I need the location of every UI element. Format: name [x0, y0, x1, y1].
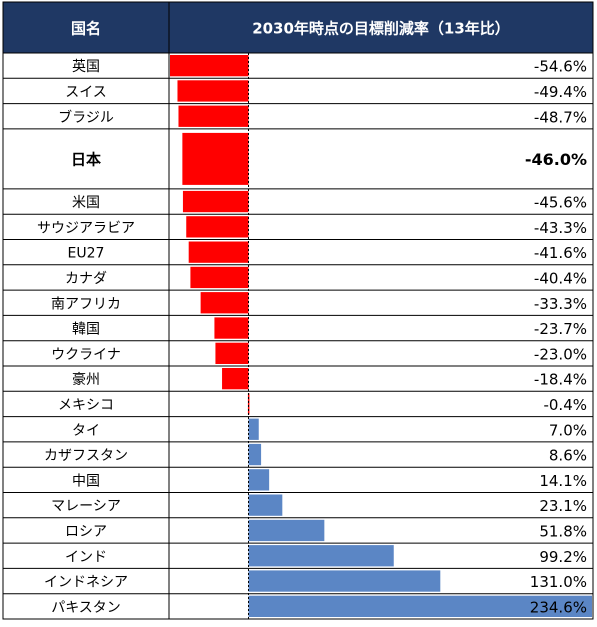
- bar-7: [188, 241, 249, 263]
- value-label-2: -49.4%: [534, 83, 587, 101]
- country-label-21: パキスタン: [51, 600, 121, 616]
- country-label-19: インド: [65, 549, 107, 565]
- value-label-20: 131.0%: [530, 573, 587, 591]
- value-label-15: 8.6%: [549, 447, 587, 465]
- bar-9: [200, 292, 249, 314]
- country-label-15: カザフスタン: [44, 448, 128, 464]
- value-label-4: -46.0%: [525, 150, 587, 169]
- bar-3: [178, 105, 249, 127]
- value-label-13: -0.4%: [543, 396, 587, 414]
- value-label-5: -45.6%: [534, 194, 587, 212]
- header-country-label: 国名: [71, 20, 101, 38]
- value-label-18: 51.8%: [539, 522, 587, 540]
- bar-1: [170, 55, 249, 77]
- bar-2: [177, 80, 249, 102]
- bar-20: [248, 570, 441, 592]
- bar-14: [248, 418, 259, 440]
- value-label-3: -48.7%: [534, 108, 587, 126]
- bar-17: [248, 494, 283, 516]
- country-label-7: EU27: [68, 246, 105, 262]
- value-label-21: 234.6%: [530, 598, 587, 616]
- value-label-6: -43.3%: [534, 219, 587, 237]
- country-label-1: 英国: [72, 58, 100, 75]
- bar-11: [215, 342, 249, 364]
- country-label-8: カナダ: [65, 271, 107, 287]
- value-label-12: -18.4%: [534, 371, 587, 389]
- bar-8: [190, 266, 249, 289]
- value-label-7: -41.6%: [534, 244, 587, 262]
- bar-4: [182, 132, 249, 185]
- bar-18: [248, 519, 325, 542]
- country-label-20: インドネシア: [44, 575, 128, 591]
- bar-16: [248, 469, 270, 491]
- value-label-9: -33.3%: [534, 295, 587, 313]
- bar-5: [182, 190, 249, 213]
- value-label-10: -23.7%: [534, 320, 587, 338]
- value-label-8: -40.4%: [534, 269, 587, 287]
- header-background: [3, 2, 593, 53]
- country-label-17: マレーシア: [51, 499, 121, 515]
- value-label-11: -23.0%: [534, 345, 587, 363]
- bar-6: [186, 216, 249, 238]
- value-label-17: 23.1%: [539, 497, 587, 515]
- value-label-14: 7.0%: [549, 421, 587, 439]
- country-label-6: サウジアラビア: [37, 220, 135, 236]
- bar-13: [247, 393, 250, 415]
- bar-21: [248, 595, 592, 617]
- table-border: [2, 1, 594, 620]
- bar-12: [222, 368, 249, 390]
- bar-15: [248, 443, 262, 466]
- country-label-12: 豪州: [72, 372, 100, 388]
- country-label-14: タイ: [72, 423, 100, 439]
- bar-10: [214, 317, 249, 339]
- country-label-3: ブラジル: [58, 109, 114, 126]
- country-label-11: ウクライナ: [51, 347, 121, 363]
- bar-19: [248, 545, 394, 567]
- country-label-18: ロシア: [65, 524, 107, 540]
- country-label-9: 南アフリカ: [51, 296, 121, 312]
- value-label-16: 14.1%: [539, 472, 587, 490]
- country-label-16: 中国: [72, 473, 100, 489]
- country-label-13: メキシコ: [58, 397, 114, 413]
- country-label-2: スイス: [65, 84, 107, 100]
- country-label-4: 日本: [71, 150, 101, 168]
- value-label-19: 99.2%: [539, 548, 587, 566]
- value-label-1: -54.6%: [534, 58, 587, 76]
- header-value-label: 2030年時点の目標削減率（13年比）: [252, 20, 510, 38]
- country-label-10: 韓国: [72, 322, 100, 338]
- country-label-5: 米国: [72, 195, 100, 211]
